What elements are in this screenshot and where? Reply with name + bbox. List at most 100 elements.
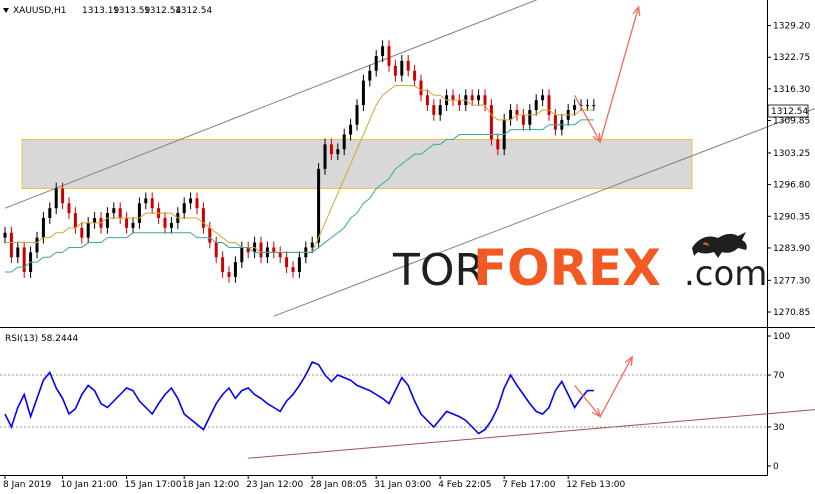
time-tick-label: 10 Jan 21:00 (61, 480, 118, 490)
candle-body (169, 222, 173, 228)
candle-body (592, 105, 596, 107)
price-tick-label: 1283.90 (773, 244, 810, 254)
time-tick-label: 8 Jan 2019 (3, 480, 51, 490)
candle-body (9, 232, 13, 258)
candle-body (573, 105, 577, 110)
candle-body (144, 198, 148, 204)
time-tick-label: 15 Jan 17:00 (125, 480, 182, 490)
chart-header: XAUUSD,H1 1313.19 1313.59 1312.54 1312.5… (3, 6, 212, 16)
candle-body (278, 252, 282, 258)
rsi-polyline (4, 360, 594, 435)
candle-body (131, 222, 135, 228)
candle-body (317, 168, 321, 243)
rsi-trend-line (248, 409, 815, 459)
time-tick-label: 4 Feb 22:05 (438, 480, 491, 490)
price-tick-label: 1316.30 (773, 85, 810, 95)
candle-body (541, 95, 545, 101)
candle-body (233, 262, 237, 277)
price-forecast-arrow-head (592, 132, 602, 144)
rsi-tick-label: 70 (773, 371, 785, 381)
candle-body (310, 242, 314, 248)
candle-body (182, 203, 186, 214)
candle-body (413, 70, 417, 81)
candle-body (521, 114, 525, 125)
candle-body (361, 80, 365, 106)
rsi-axis: 100 70 30 0 (767, 332, 790, 472)
candle-body (489, 105, 493, 140)
rsi-forecast-arrow-head (624, 355, 633, 366)
candle-body (297, 257, 301, 272)
bull-icon (692, 232, 747, 258)
candle-body (93, 218, 97, 223)
candle-body (534, 100, 538, 110)
time-tick-label: 28 Jan 08:05 (310, 480, 367, 490)
chart-symbol: XAUUSD,H1 (13, 6, 67, 16)
candle-body (451, 95, 455, 101)
rsi-line (4, 360, 594, 435)
candle-body (432, 105, 436, 115)
candle-body (125, 218, 129, 228)
candle-body (137, 203, 141, 223)
candle-body (483, 95, 487, 106)
candle-body (387, 46, 391, 66)
candle-body (374, 56, 378, 71)
candle-body (189, 198, 193, 204)
candle-body (585, 105, 589, 107)
time-tick-label: 23 Jan 12:00 (246, 480, 303, 490)
price-panel: 1329.20 1322.75 1316.30 1309.85 1303.25 1296.… (3, 0, 815, 318)
candle-body (48, 208, 52, 218)
header-close: 1312.54 (175, 6, 212, 16)
logo-tor: TOR (392, 245, 485, 296)
candle-body (291, 267, 295, 272)
candle-body (221, 257, 225, 272)
rsi-forecast (574, 355, 633, 418)
candle-body (150, 198, 154, 209)
current-price-tag: 1312.54 (767, 104, 808, 118)
candle-body (285, 257, 289, 268)
time-tick-label: 12 Feb 13:00 (566, 480, 625, 490)
candle-body (336, 149, 340, 155)
candle-body (22, 247, 26, 272)
candle-body (342, 134, 346, 150)
rsi-trendline (248, 409, 815, 459)
candle-body (496, 139, 500, 150)
rsi-forecast-arrow-line (574, 356, 633, 418)
header-low: 1312.54 (144, 6, 181, 16)
candle-body (406, 60, 410, 71)
candle-body (208, 227, 212, 243)
support-zone-rect (21, 138, 693, 190)
candle-body (355, 105, 359, 125)
candle-body (195, 198, 199, 209)
price-tick-label: 1270.85 (773, 308, 810, 318)
price-tick-label: 1322.75 (773, 53, 810, 63)
candle-body (105, 213, 109, 228)
candle-body (509, 110, 513, 120)
rsi-forecast-arrow-head (591, 407, 602, 418)
candle-body (272, 247, 276, 253)
candle-body (54, 188, 58, 209)
candle-body (73, 213, 77, 228)
candle-body (227, 272, 231, 277)
rsi-tick-label: 100 (773, 332, 790, 342)
price-forecast-arrow-head (632, 5, 641, 16)
support-zone (21, 138, 693, 190)
rsi-tick-label: 30 (773, 423, 785, 433)
candle-body (163, 218, 167, 228)
candle-body (393, 65, 397, 76)
current-price-tag-text: 1312.54 (771, 107, 808, 117)
price-tick-label: 1329.20 (773, 22, 810, 32)
candle-body (80, 227, 84, 238)
time-axis: 8 Jan 2019 10 Jan 21:00 15 Jan 17:00 18 Jan… (3, 475, 626, 490)
price-axis: 1329.20 1322.75 1316.30 1309.85 1303.25 1296.… (767, 22, 810, 318)
time-tick-label: 7 Feb 17:00 (502, 480, 556, 490)
candle-body (425, 95, 429, 106)
rsi-tick-label: 0 (773, 462, 779, 472)
candle-body (35, 237, 39, 253)
candle-body (419, 80, 423, 96)
candle-body (16, 247, 20, 258)
candle-body (246, 247, 250, 253)
candle-body (438, 105, 442, 115)
header-high: 1313.59 (113, 6, 150, 16)
candle-body (477, 95, 481, 101)
